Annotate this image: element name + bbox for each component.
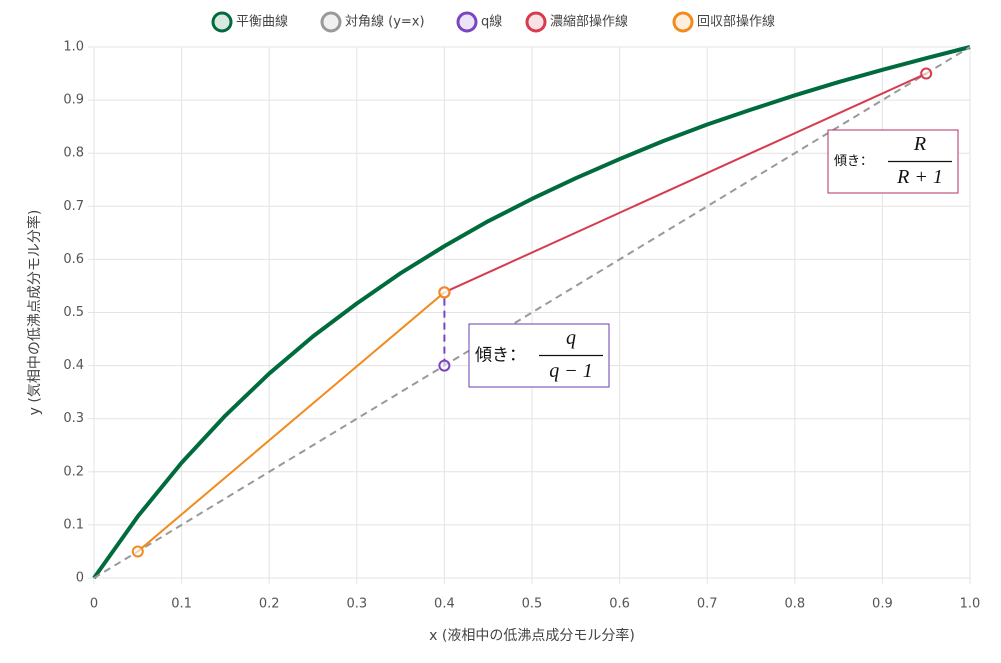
x-tick-label: 0.2 [259, 597, 280, 612]
x-tick-label: 0.1 [171, 597, 192, 612]
legend-swatch [211, 11, 233, 33]
point [438, 359, 451, 372]
point [438, 286, 451, 299]
legend-label: 対角線 (y=x) [345, 14, 425, 30]
series-line [93, 46, 971, 579]
x-tick-label: 1.0 [960, 597, 981, 612]
y-tick-label: 0.3 [63, 411, 84, 426]
legend-swatch [320, 11, 342, 33]
x-tick-label: 0.4 [434, 597, 455, 612]
annotation-denominator: R + 1 [896, 166, 943, 188]
annotation-numerator: q [566, 327, 576, 349]
x-tick-label: 0.8 [784, 597, 805, 612]
annotation-text: 傾き： [475, 346, 526, 366]
point [920, 67, 933, 80]
series-line [92, 45, 971, 580]
y-tick-label: 0.9 [63, 93, 84, 108]
x-tick-label: 0.7 [697, 597, 718, 612]
y-tick-label: 0.6 [63, 252, 84, 267]
y-tick-label: 0.4 [63, 358, 84, 373]
legend-label: 平衡曲線 [236, 14, 288, 30]
y-tick-label: 0.1 [63, 517, 84, 532]
y-tick-label: 0.8 [63, 146, 84, 161]
annotation-denominator: q − 1 [549, 360, 593, 382]
legend-swatch [456, 11, 478, 33]
point [131, 545, 144, 558]
series-line [443, 72, 927, 294]
annotation-text: 傾き： [834, 154, 873, 169]
legend-label: 濃縮部操作線 [550, 14, 628, 30]
x-axis-label: x (液相中の低沸点成分モル分率) [429, 627, 635, 644]
y-tick-label: 0.7 [63, 199, 84, 214]
legend-label: 回収部操作線 [697, 14, 775, 30]
annotation-numerator: R [913, 133, 926, 155]
x-tick-label: 0 [90, 597, 98, 612]
y-axis-label: y (気相中の低沸点成分モル分率) [26, 210, 43, 416]
y-tick-label: 1.0 [63, 40, 84, 55]
y-tick-label: 0 [76, 571, 84, 586]
x-tick-label: 0.5 [522, 597, 543, 612]
series-line [137, 291, 446, 553]
x-tick-label: 0.9 [872, 597, 893, 612]
legend-swatch [525, 11, 547, 33]
y-tick-label: 0.2 [63, 464, 84, 479]
x-tick-label: 0.3 [346, 597, 367, 612]
x-tick-label: 0.6 [609, 597, 630, 612]
legend-swatch [672, 11, 694, 33]
y-tick-label: 0.5 [63, 305, 84, 320]
legend-label: q線 [481, 14, 502, 30]
